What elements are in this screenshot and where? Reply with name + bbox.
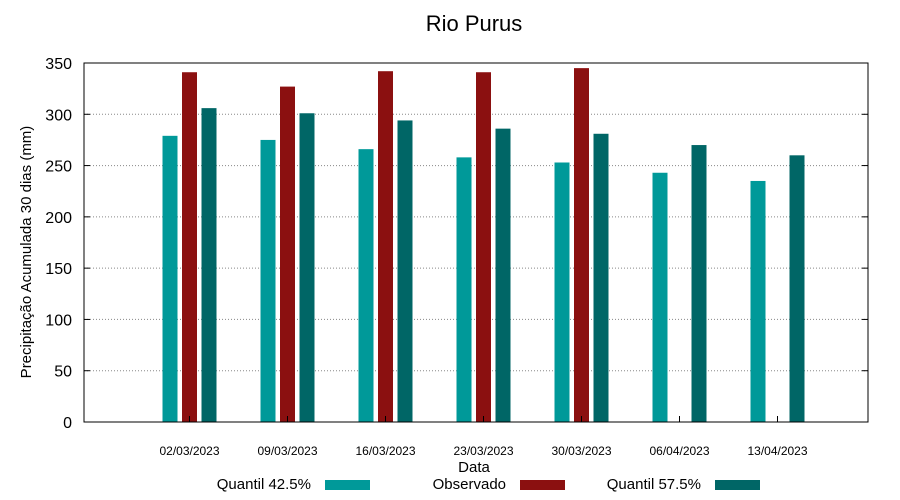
x-tick-label: 06/04/2023 [649,444,709,458]
bar [358,149,374,422]
bar [495,128,511,422]
bar [750,180,766,422]
x-tick-label: 30/03/2023 [551,444,611,458]
bar [201,108,217,422]
y-tick-label: 0 [63,415,72,432]
bar [280,86,295,422]
y-tick-label: 350 [45,56,72,73]
y-tick-label: 100 [45,312,72,329]
x-tick-label: 09/03/2023 [257,444,317,458]
bar [162,135,178,422]
bar [789,155,805,423]
legend-swatch [325,480,370,490]
y-tick-label: 150 [45,261,72,278]
y-axis-label: Precipitação Acumulada 30 dias (mm) [18,126,35,379]
x-tick-label: 16/03/2023 [355,444,415,458]
bar [378,71,393,422]
y-tick-label: 300 [45,107,72,124]
y-ticks: 0 50 100 150 200 250 300 350 [45,56,868,432]
bar [260,139,276,422]
x-ticks: 02/03/2023 09/03/2023 16/03/2023 23/03/2023… [159,416,808,458]
x-tick-label: 02/03/2023 [159,444,219,458]
legend-swatch [715,480,760,490]
bar [456,157,472,422]
bar [691,145,707,423]
bar [182,72,197,422]
y-tick-label: 200 [45,210,72,227]
bars [162,68,805,423]
bar [554,162,570,422]
bar [299,113,315,422]
legend-label: Observado [433,476,506,493]
y-tick-label: 50 [54,364,72,381]
legend-label: Quantil 57.5% [607,476,701,493]
bar [652,172,668,422]
bar [476,72,491,422]
chart-title: Rio Purus [426,11,523,36]
x-tick-label: 23/03/2023 [453,444,513,458]
legend: Quantil 42.5% Observado Quantil 57.5% [217,476,760,493]
bar [593,133,609,422]
legend-label: Quantil 42.5% [217,476,311,493]
legend-swatch [520,480,565,490]
bar [397,120,413,422]
x-axis-label: Data [458,459,490,476]
x-tick-label: 13/04/2023 [747,444,807,458]
plot-frame [83,62,869,423]
bar [574,68,589,422]
y-tick-label: 250 [45,159,72,176]
